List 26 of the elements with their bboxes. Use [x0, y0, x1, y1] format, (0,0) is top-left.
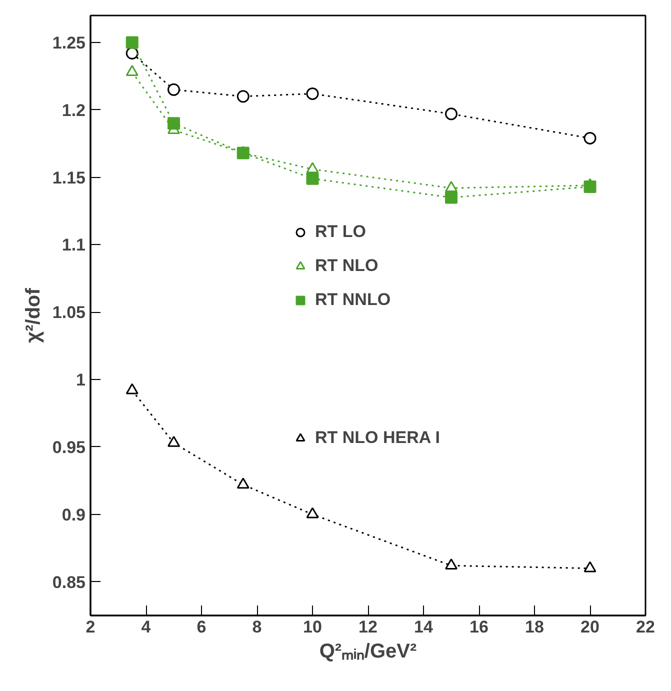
x-tick-label: 10	[303, 618, 322, 636]
x-tick-label: 12	[358, 618, 378, 636]
x-tick-label: 4	[141, 618, 152, 636]
y-tick-label: 1.15	[52, 168, 86, 188]
x-tick-label: 8	[252, 618, 262, 636]
y-tick-label: 1.1	[62, 236, 86, 255]
x-tick-label: 6	[196, 618, 206, 636]
y-tick-label: 1.2	[62, 100, 86, 120]
x-tick-label: 20	[580, 618, 600, 636]
x-tick-label: 18	[525, 618, 544, 636]
y-tick-label: 1.05	[52, 303, 86, 322]
x-tick-label: 22	[636, 618, 655, 636]
legend-label: RT NNLO	[315, 290, 391, 310]
y-tick-label: 1.25	[52, 33, 86, 52]
y-tick-label: 0.95	[52, 438, 86, 457]
y-tick-label: 1	[76, 370, 86, 390]
y-tick-label: 0.9	[62, 505, 86, 524]
y-tick-label: 0.85	[52, 572, 86, 592]
y-axis-title: χ²/dof	[22, 288, 44, 343]
x-tick-label: 16	[470, 618, 488, 636]
legend-label: RT NLO	[315, 256, 378, 276]
legend-label: RT NLO HERA I	[315, 428, 440, 448]
legend-label: RT LO	[315, 222, 366, 242]
x-tick-label: 2	[86, 618, 96, 636]
x-axis-title: Q²ₘᵢₙ/GeV²	[319, 640, 417, 662]
x-tick-label: 14	[414, 618, 434, 636]
